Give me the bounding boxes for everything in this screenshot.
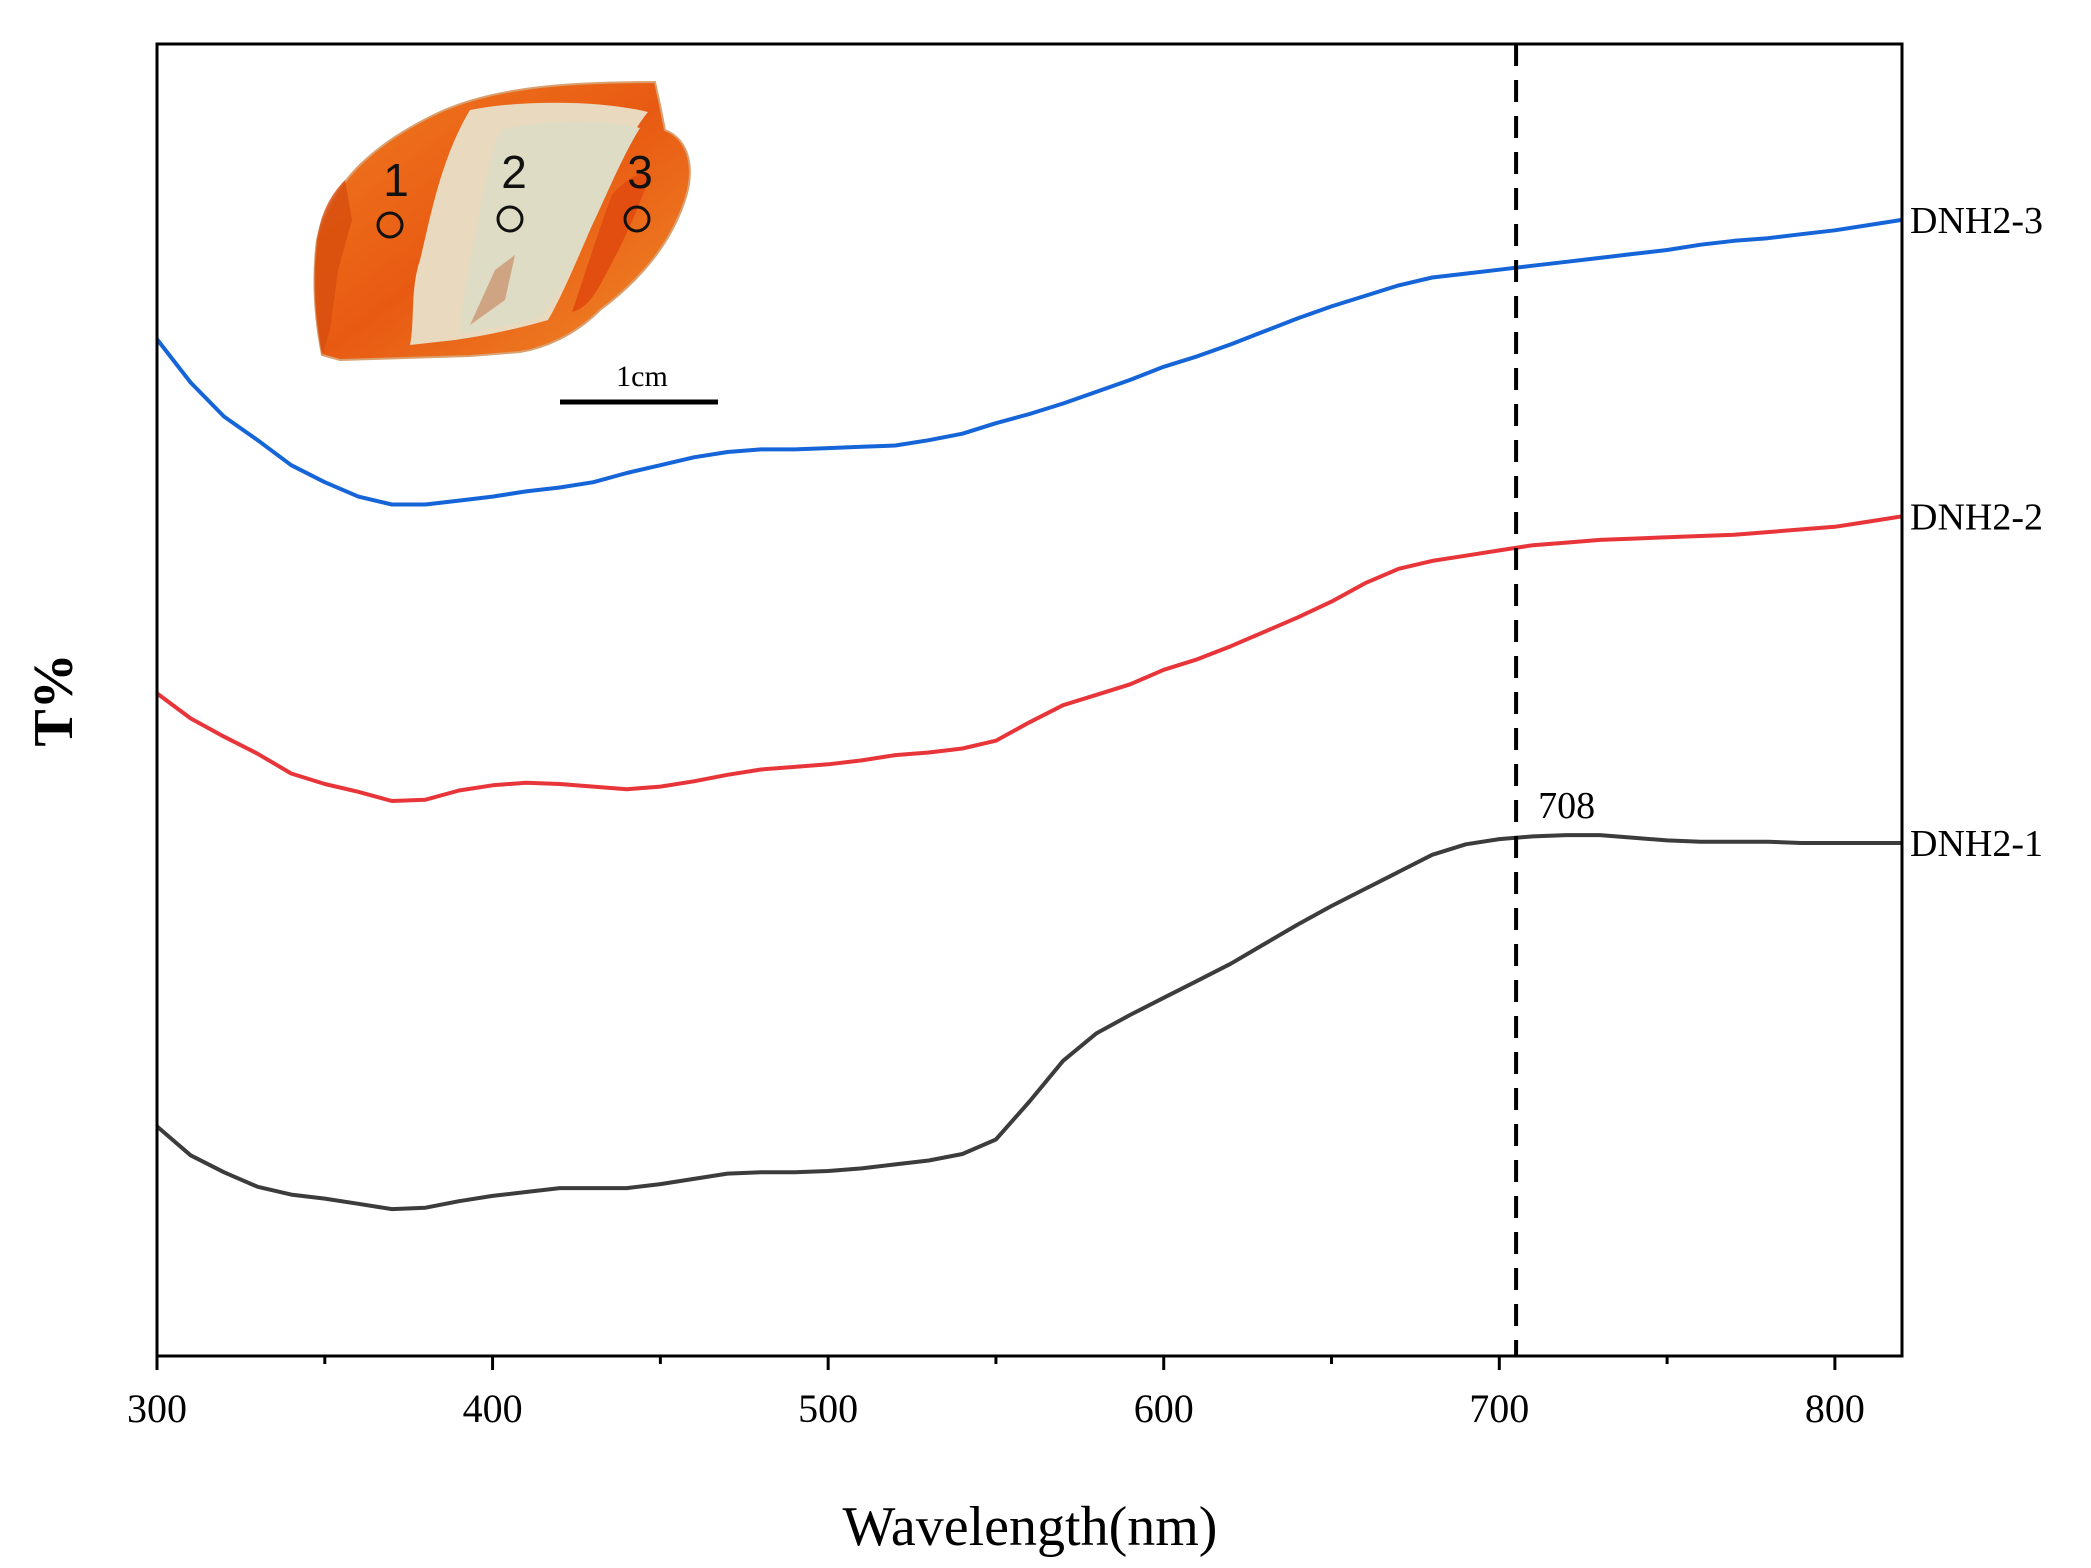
inset-marker-3-label: 3 bbox=[627, 146, 653, 198]
x-tick-label-800: 800 bbox=[1805, 1386, 1865, 1431]
x-tick-label-500: 500 bbox=[798, 1386, 858, 1431]
series-label-dnh2-2: DNH2-2 bbox=[1910, 496, 2043, 538]
y-axis-title: T% bbox=[23, 653, 85, 746]
inset-marker-2-label: 2 bbox=[501, 146, 527, 198]
series-label-dnh2-1: DNH2-1 bbox=[1910, 823, 2043, 865]
scale-bar-label: 1cm bbox=[616, 360, 668, 393]
series-layer bbox=[157, 217, 1902, 1212]
sample-crack bbox=[470, 255, 515, 325]
series-line-dnh2-3 bbox=[157, 217, 1902, 507]
series-label-dnh2-3: DNH2-3 bbox=[1910, 200, 2043, 242]
series-line-dnh2-1 bbox=[157, 833, 1902, 1212]
sample-dark-edge bbox=[314, 180, 352, 355]
x-tick-label-300: 300 bbox=[127, 1386, 187, 1431]
inset-marker-1-circle bbox=[376, 211, 404, 239]
x-tick-label-700: 700 bbox=[1469, 1386, 1529, 1431]
inset-marker-1-label: 1 bbox=[383, 154, 409, 206]
plot-frame bbox=[155, 42, 1904, 1358]
series-labels: DNH2-3 DNH2-2 DNH2-1 bbox=[1910, 200, 2043, 865]
series-line-dnh2-2 bbox=[157, 514, 1902, 803]
inset-marker-2-circle bbox=[496, 205, 524, 233]
x-axis-ticks: 300 400 500 600 700 800 bbox=[127, 1356, 1865, 1431]
x-tick-label-600: 600 bbox=[1134, 1386, 1194, 1431]
x-axis-title: Wavelength(nm) bbox=[843, 1496, 1218, 1558]
x-tick-label-400: 400 bbox=[463, 1386, 523, 1431]
inset-marker-3-circle bbox=[623, 205, 651, 233]
annotation-708: 708 bbox=[1538, 785, 1595, 827]
sample-photo-inset: 1 2 3 1cm bbox=[313, 80, 718, 405]
